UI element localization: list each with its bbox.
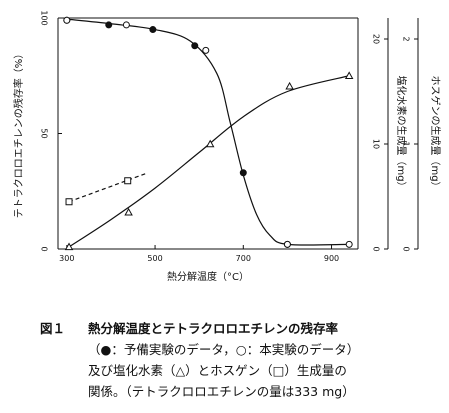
triangle-point-4 (344, 71, 354, 79)
triangle-point-3 (285, 81, 294, 90)
filled-circle-point-3 (191, 42, 199, 50)
chart: 300 500 700 900 0 50 100 0 10 20 0 1 2 熱分解温度（°C） テトラ… (12, 10, 442, 283)
residual-curve (66, 18, 350, 246)
right2-tick-label-2: 2 (402, 36, 411, 41)
triangle-point-0 (64, 242, 74, 251)
filled-circle-point-4 (239, 169, 247, 177)
right-axis-1-title: 塩化水素の生成量（mg） (395, 75, 408, 191)
triangle-point-2 (205, 139, 215, 148)
open-circle-point-0 (63, 16, 71, 24)
x-tick-label-900: 900 (324, 254, 339, 263)
caption-line-3: 関係。（テトラクロロエチレンの量は333 mg） (88, 384, 355, 399)
x-tick-label-700: 700 (236, 254, 251, 263)
square-point-0 (65, 198, 73, 206)
right1-tick-label-10: 10 (372, 139, 381, 149)
left-axis-title: テトラクロロエチレンの残存率（%） (12, 49, 25, 219)
filled-circle-point-1 (105, 21, 113, 29)
right2-tick-label-1: 1 (402, 141, 411, 146)
open-circle-point-2 (202, 46, 210, 54)
right-axis-2-title: ホスゲンの生成量（mg） (429, 75, 442, 191)
figure-caption: 図１ 熱分解温度とテトラクロロエチレンの残存率 （●：予備実験のデータ，○：本実験… (40, 318, 440, 402)
caption-line-1: （●：予備実験のデータ，○：本実験のデータ） (88, 342, 360, 357)
figure-number: 図１ (40, 321, 66, 336)
left-tick-label-50: 50 (40, 128, 49, 138)
right1-tick-label-20: 20 (372, 34, 381, 44)
left-tick-label-100: 100 (40, 10, 49, 25)
open-circle-point-4 (345, 240, 353, 248)
triangle-point-1 (124, 207, 133, 216)
data-marks (63, 16, 354, 251)
fit-lines (66, 18, 350, 248)
figure-title: 熱分解温度とテトラクロロエチレンの残存率 (88, 321, 339, 336)
square-point-1 (124, 177, 132, 185)
axes: 300 500 700 900 0 50 100 0 10 20 0 1 2 (40, 10, 419, 263)
hcl-curve (68, 75, 350, 248)
x-tick-label-300: 300 (59, 254, 74, 263)
open-circle-point-1 (122, 21, 130, 29)
right1-tick-label-0: 0 (372, 246, 381, 251)
right2-tick-label-0: 0 (402, 246, 411, 251)
open-circle-point-3 (283, 240, 291, 248)
left-tick-label-0: 0 (40, 246, 49, 251)
x-axis-title: 熱分解温度（°C） (167, 270, 249, 283)
x-tick-label-500: 500 (147, 254, 162, 263)
caption-line-2: 及び塩化水素（△）とホスゲン（□）生成量の (88, 363, 347, 378)
phosgene-curve (68, 172, 147, 203)
filled-circle-point-2 (149, 26, 157, 34)
